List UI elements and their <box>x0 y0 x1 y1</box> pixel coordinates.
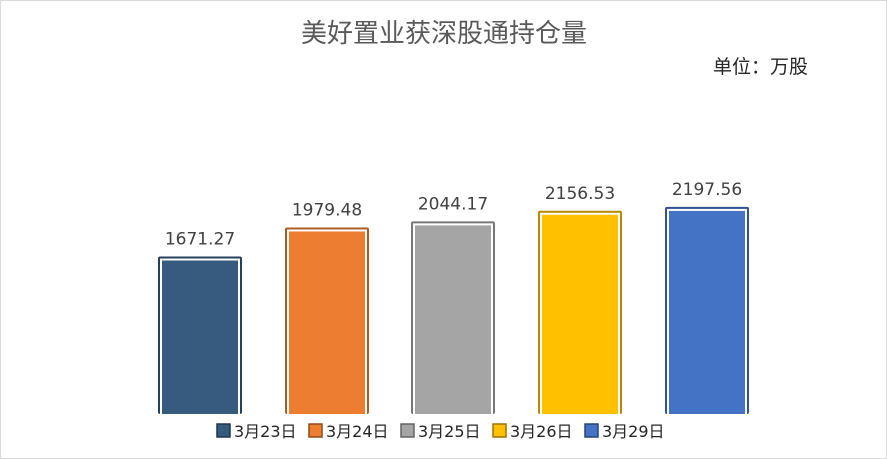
legend-label: 3月29日 <box>602 422 665 441</box>
unit-label: 单位：万股 <box>713 56 808 78</box>
data-label-2: 1979.48 <box>292 200 362 220</box>
legend-item-1: 3月23日 <box>216 422 297 441</box>
legend-item-2: 3月24日 <box>308 422 389 441</box>
data-label-1: 1671.27 <box>165 230 235 250</box>
data-label-4: 2156.53 <box>545 184 615 204</box>
bar-fill <box>289 231 365 414</box>
bar-2 <box>285 227 369 414</box>
legend-label: 3月24日 <box>326 422 389 441</box>
legend-swatch <box>492 423 507 438</box>
legend-item-4: 3月26日 <box>492 422 573 441</box>
bar-fill <box>542 214 618 414</box>
legend: 3月23日 3月24日 3月25日 3月26日 3月29日 <box>216 422 665 441</box>
bar-4 <box>538 210 622 414</box>
legend-swatch <box>584 423 599 438</box>
bar-fill <box>415 225 491 414</box>
data-label-5: 2197.56 <box>672 180 742 200</box>
legend-swatch <box>308 423 323 438</box>
data-label-3: 2044.17 <box>418 194 488 214</box>
legend-label: 3月26日 <box>510 422 573 441</box>
bar-5 <box>665 206 749 414</box>
legend-swatch <box>400 423 415 438</box>
bar-fill <box>162 260 238 414</box>
bar-fill <box>669 210 745 414</box>
legend-label: 3月23日 <box>234 422 297 441</box>
data-labels-group: 1671.27 1979.48 2044.17 2156.53 2197.56 <box>165 180 742 250</box>
legend-label: 3月25日 <box>418 422 481 441</box>
legend-item-5: 3月29日 <box>584 422 665 441</box>
legend-swatch <box>216 423 231 438</box>
bars-group <box>158 206 749 414</box>
bar-1 <box>158 256 242 414</box>
chart-title: 美好置业获深股通持仓量 <box>301 19 587 49</box>
legend-item-3: 3月25日 <box>400 422 481 441</box>
bar-3 <box>411 221 495 414</box>
